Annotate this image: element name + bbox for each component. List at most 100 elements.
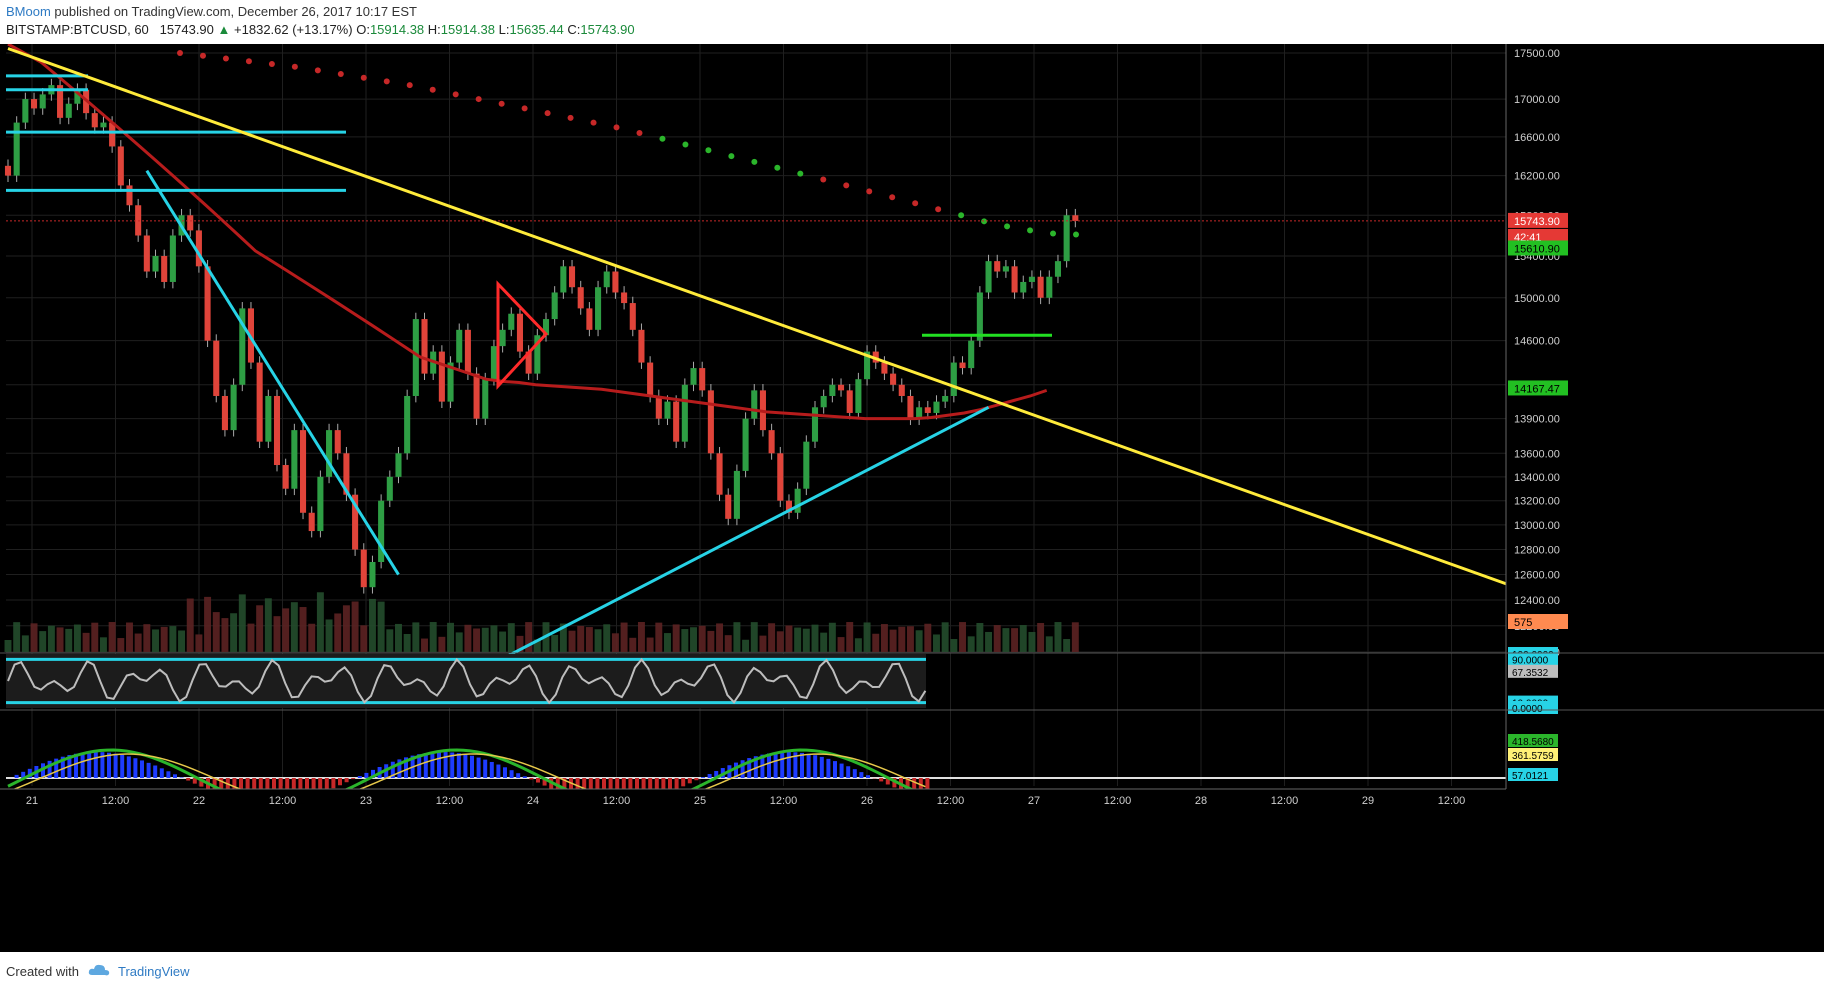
volume-tag-bg: [1508, 614, 1568, 629]
author-link[interactable]: BMoom: [6, 4, 51, 19]
candle-body: [942, 395, 949, 402]
candle-body: [360, 549, 367, 588]
ma-fast-dot: [291, 63, 298, 70]
price-tick-label: 13200.00: [1514, 496, 1560, 508]
volume-bar: [334, 613, 342, 652]
price-tick-label: 12800.00: [1514, 545, 1560, 557]
volume-bar: [13, 622, 21, 652]
macd-tag-bg: [1508, 768, 1558, 781]
macd-hist-bar: [575, 778, 580, 799]
candle-body: [864, 351, 871, 380]
candle-body: [1063, 215, 1070, 262]
volume-bar: [108, 622, 116, 652]
stoch-axis-label: 67.3532: [1512, 668, 1549, 679]
candle-body: [299, 430, 307, 513]
volume-bar: [256, 605, 264, 652]
horizontal-levels: [6, 74, 1506, 337]
volume-bar: [464, 624, 472, 652]
volume-bar: [854, 638, 862, 652]
macd-hist-bar: [654, 778, 659, 797]
macd-hist-bar: [661, 778, 666, 795]
ma-fast-dot: [521, 105, 528, 112]
volume-bar: [169, 626, 177, 652]
macd-hist-bar: [529, 778, 534, 780]
chart-canvas[interactable]: 17500.0017000.0016600.0016200.0015800.00…: [0, 44, 1824, 952]
macd-hist-bar: [41, 763, 45, 778]
volume-bar: [377, 601, 385, 652]
candle-body: [421, 319, 428, 374]
candle-body: [100, 122, 107, 128]
candle-body: [343, 453, 350, 495]
macd-hist-bar: [780, 752, 785, 778]
price-axis-bg: [1506, 44, 1824, 952]
candle-body: [508, 313, 515, 330]
volume-bar: [264, 598, 272, 652]
macd-hist-bar: [430, 752, 435, 778]
volume-bar: [681, 629, 689, 652]
high-label: H:: [427, 22, 441, 37]
candle-body: [968, 340, 975, 369]
macd-hist-bar: [397, 759, 402, 778]
volume-bar: [195, 634, 203, 652]
low-label: L:: [498, 22, 510, 37]
candle-body: [751, 390, 758, 419]
created-with-label: Created with: [6, 964, 79, 979]
candle-body: [681, 384, 688, 442]
macd-hist-bar: [569, 778, 573, 797]
candle-body: [551, 292, 558, 320]
volume-bar: [880, 624, 888, 652]
ma-fast-dot: [636, 130, 643, 137]
macd-hist-bar: [219, 778, 224, 795]
stoch-line: [7, 657, 927, 705]
candle-body: [898, 384, 905, 396]
volume-bar: [1019, 625, 1027, 652]
macd-axis-label: 361.5759: [1512, 751, 1554, 762]
macd-hist-bar: [767, 753, 771, 778]
candle-body: [742, 418, 749, 471]
macd-signal-line: [7, 753, 926, 803]
ohlc-line: BITSTAMP:BTCUSD, 60 15743.90 ▲ +1832.62 …: [6, 22, 635, 37]
volume-bar: [1002, 628, 1010, 652]
ma-fast-dot: [682, 141, 689, 148]
macd-hist-bar: [390, 761, 395, 778]
macd-axis-label: 57.0121: [1512, 771, 1549, 782]
candle-body: [187, 215, 194, 231]
volume-tag: 575: [1514, 617, 1532, 629]
ma-fast-dot: [797, 170, 804, 177]
candle-body: [265, 395, 272, 442]
volume-bar: [134, 633, 142, 652]
volume-bar: [742, 639, 750, 652]
volume-bar: [993, 625, 1001, 652]
volume-bar: [559, 623, 567, 652]
volume-bar: [664, 633, 671, 652]
tradingview-brand-link[interactable]: TradingView: [118, 964, 190, 979]
candle-body: [855, 379, 862, 413]
ma-fast-dot: [199, 52, 206, 59]
time-tick-label: 24: [527, 795, 539, 807]
stoch-tag-bg: [1508, 652, 1558, 666]
price-tick-label: 17500.00: [1514, 48, 1560, 60]
volume-bars: [4, 592, 1079, 652]
volume-bar: [863, 622, 871, 652]
macd-line: [7, 748, 926, 808]
stoch-tag-bg: [1508, 664, 1558, 678]
ma-fast-dot: [751, 158, 758, 165]
macd-hist-bar: [305, 778, 309, 799]
time-tick-label: 21: [26, 795, 38, 807]
macd-hist-bar: [516, 773, 521, 778]
macd-hist-bar: [120, 754, 125, 778]
volume-bar: [429, 622, 437, 652]
macd-hist-bar: [503, 767, 507, 778]
trendlines: [7, 47, 1588, 660]
macd-hist-bar: [423, 753, 428, 778]
ma-fast-tag: 15610.90: [1514, 243, 1560, 255]
candle-body: [135, 205, 142, 236]
candle-body: [473, 373, 480, 419]
volume-bar: [39, 631, 47, 652]
macd-hist-bar: [60, 756, 65, 778]
candle-body: [447, 362, 454, 402]
macd-hist-bar: [542, 778, 547, 786]
volume-bar: [481, 627, 489, 652]
macd-hist-bar: [489, 761, 494, 778]
volume-bar: [368, 598, 376, 652]
